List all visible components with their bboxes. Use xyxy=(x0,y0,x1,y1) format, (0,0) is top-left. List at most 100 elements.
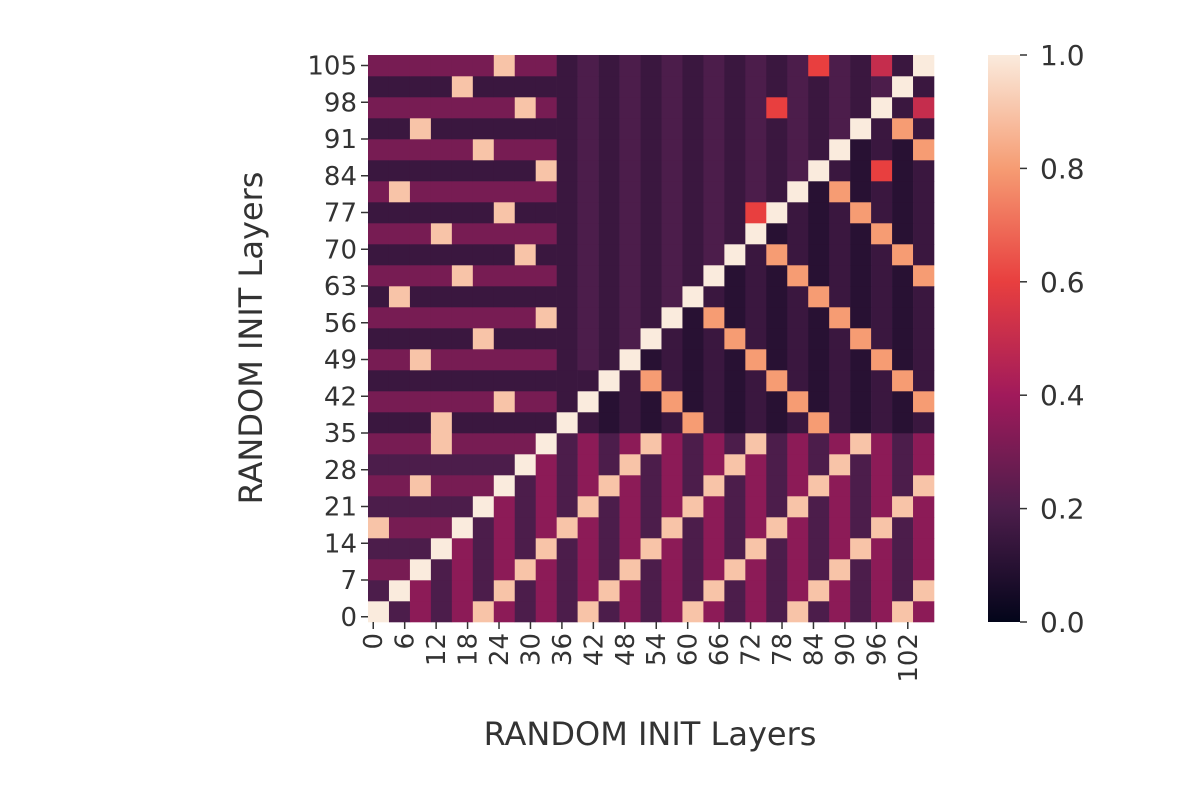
heatmap-cell xyxy=(556,97,578,119)
heatmap-cell xyxy=(556,139,578,161)
x-tick-label: 6 xyxy=(391,633,421,650)
heatmap-cell xyxy=(388,475,411,497)
x-tick-label: 12 xyxy=(422,633,452,666)
heatmap-cell xyxy=(409,181,432,203)
heatmap-cell xyxy=(493,412,516,434)
heatmap-cell xyxy=(619,244,641,266)
heatmap-cell xyxy=(724,307,746,329)
heatmap-cell xyxy=(724,286,746,308)
heatmap-cell xyxy=(493,349,516,371)
heatmap-cell xyxy=(640,559,662,581)
heatmap-cell xyxy=(409,433,432,455)
heatmap-cell xyxy=(640,349,662,371)
heatmap-cell xyxy=(829,55,851,77)
heatmap-cell xyxy=(472,370,495,392)
heatmap-cell xyxy=(724,517,746,539)
heatmap-cell xyxy=(745,496,767,518)
heatmap-cell xyxy=(577,328,599,350)
heatmap-cell xyxy=(472,517,495,539)
heatmap-cell xyxy=(892,118,914,140)
heatmap-cell xyxy=(787,349,809,371)
heatmap-cell xyxy=(409,349,432,371)
heatmap-cell xyxy=(640,412,662,434)
heatmap-cell xyxy=(619,160,641,182)
heatmap-cell xyxy=(640,181,662,203)
heatmap-cell xyxy=(787,160,809,182)
heatmap-cell xyxy=(703,391,725,413)
heatmap-cell xyxy=(430,160,453,182)
heatmap-cell xyxy=(368,286,390,308)
heatmap-cell xyxy=(871,559,893,581)
heatmap-cell xyxy=(368,118,390,140)
heatmap-cell xyxy=(745,223,767,245)
heatmap-cell xyxy=(514,328,537,350)
heatmap-cell xyxy=(640,244,662,266)
y-tick-label: 63 xyxy=(324,272,357,302)
heatmap-cell xyxy=(892,76,914,98)
heatmap-cell xyxy=(913,496,935,518)
heatmap-cell xyxy=(577,517,599,539)
heatmap-cell xyxy=(619,202,641,224)
heatmap-cell xyxy=(661,496,683,518)
heatmap-cell xyxy=(368,601,390,623)
heatmap-cell xyxy=(682,223,704,245)
heatmap-cell xyxy=(850,391,872,413)
heatmap-cell xyxy=(766,181,788,203)
heatmap-cell xyxy=(850,76,872,98)
x-tick-label: 18 xyxy=(454,633,484,666)
heatmap-cell xyxy=(409,118,432,140)
heatmap-cell xyxy=(535,223,557,245)
heatmap-cell xyxy=(661,139,683,161)
x-tick-label: 102 xyxy=(894,633,924,683)
heatmap-cell xyxy=(430,307,453,329)
heatmap-cell xyxy=(724,55,746,77)
heatmap-cell xyxy=(619,433,641,455)
heatmap-cell xyxy=(766,433,788,455)
heatmap-cell xyxy=(850,265,872,287)
heatmap-cell xyxy=(682,139,704,161)
heatmap-cell xyxy=(892,307,914,329)
heatmap-cell xyxy=(640,601,662,623)
heatmap-cell xyxy=(829,160,851,182)
heatmap-cell xyxy=(368,139,390,161)
heatmap-cell xyxy=(661,328,683,350)
heatmap-cell xyxy=(703,160,725,182)
heatmap-cell xyxy=(577,349,599,371)
heatmap-cell xyxy=(829,601,851,623)
heatmap-cell xyxy=(913,55,935,77)
heatmap-cell xyxy=(787,580,809,602)
heatmap-cell xyxy=(871,55,893,77)
heatmap-cell xyxy=(472,223,495,245)
heatmap-cell xyxy=(829,538,851,560)
heatmap-cell xyxy=(787,454,809,476)
heatmap-cell xyxy=(409,454,432,476)
heatmap-cell xyxy=(724,538,746,560)
heatmap-cell xyxy=(451,286,474,308)
heatmap-cell xyxy=(514,55,537,77)
heatmap-cell xyxy=(598,580,620,602)
heatmap-cell xyxy=(577,265,599,287)
heatmap-cell xyxy=(598,97,620,119)
heatmap-cell xyxy=(388,391,411,413)
heatmap-cell xyxy=(368,496,390,518)
heatmap-cell xyxy=(472,433,495,455)
heatmap-cell xyxy=(850,601,872,623)
heatmap-cell xyxy=(850,139,872,161)
heatmap-cell xyxy=(787,496,809,518)
heatmap-cell xyxy=(368,349,390,371)
heatmap-cell xyxy=(409,160,432,182)
heatmap-cell xyxy=(619,223,641,245)
heatmap-cell xyxy=(472,202,495,224)
heatmap-cell xyxy=(745,181,767,203)
heatmap-cell xyxy=(703,601,725,623)
heatmap-cell xyxy=(829,139,851,161)
heatmap-cell xyxy=(388,412,411,434)
heatmap-cell xyxy=(577,223,599,245)
heatmap-cell xyxy=(598,307,620,329)
heatmap-cell xyxy=(766,328,788,350)
heatmap-cell xyxy=(703,412,725,434)
heatmap-cell xyxy=(514,538,537,560)
heatmap-cell xyxy=(724,202,746,224)
heatmap-cell xyxy=(640,538,662,560)
